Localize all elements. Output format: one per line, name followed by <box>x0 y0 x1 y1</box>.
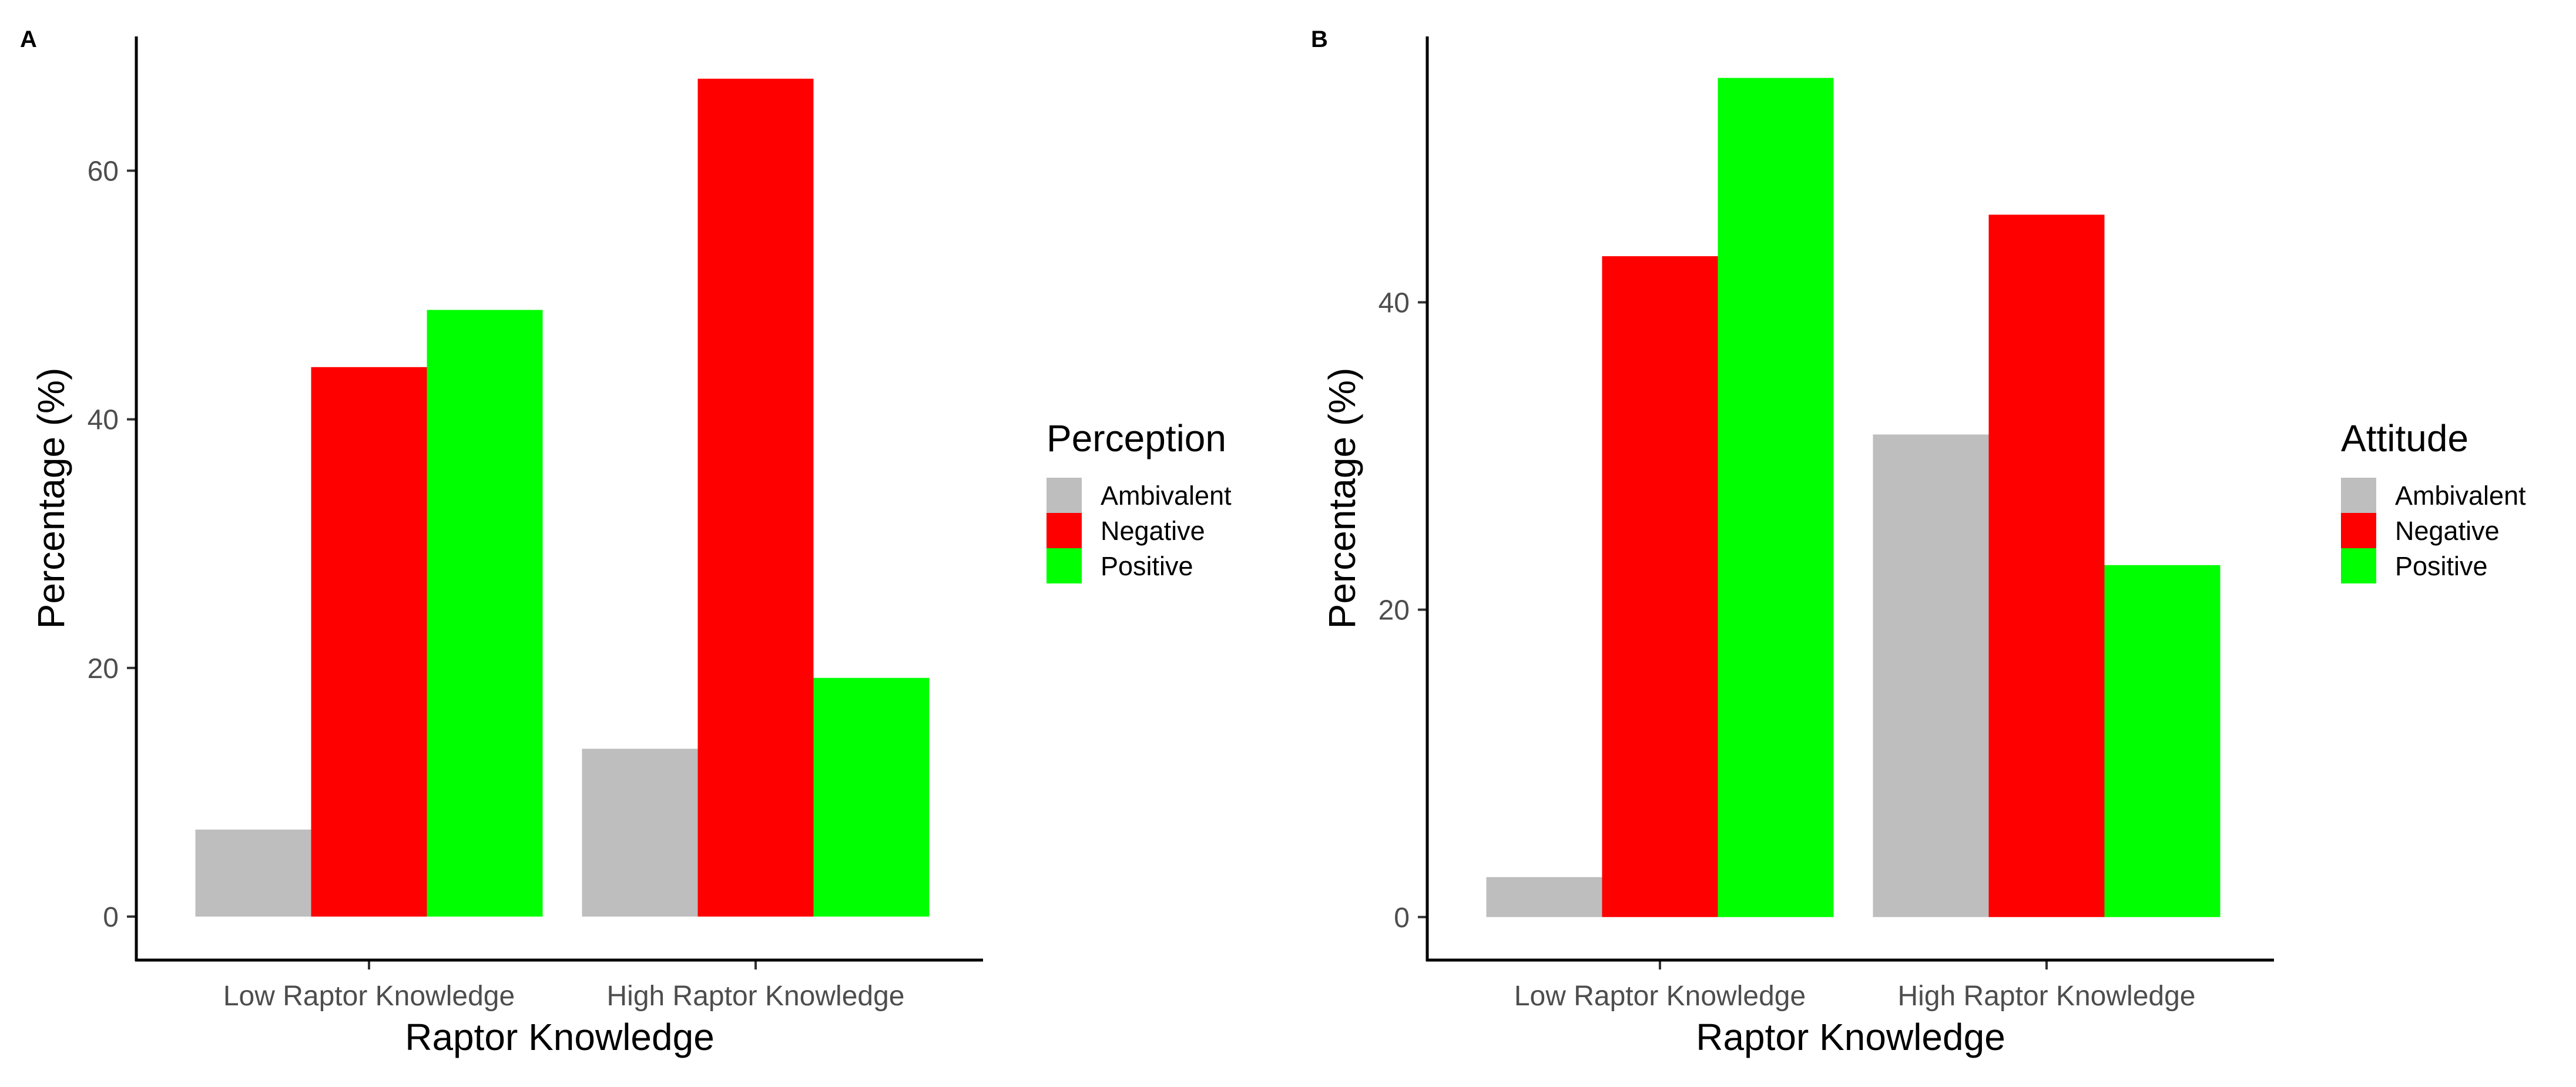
panel-a-legend-label-positive: Positive <box>1101 551 1193 581</box>
panel-b-y-axis-label: Percentage (%) <box>1321 368 1363 629</box>
panel-b: B 0 20 40 Low Raptor Knowledge High Raptor … <box>1311 26 2526 1058</box>
panel-a-legend-label-negative: Negative <box>1101 516 1205 546</box>
panel-b-x-tick-label: Low Raptor Knowledge <box>1514 981 1806 1012</box>
panel-a-legend: Perception Ambivalent Negative Positive <box>1046 417 1232 583</box>
panel-a-y-axis-label: Percentage (%) <box>30 368 72 629</box>
panel-b-y-ticks: 0 20 40 <box>1378 288 1427 934</box>
panel-b-bar-positive-high <box>2104 565 2221 917</box>
panel-b-legend-key-ambivalent <box>2341 478 2376 513</box>
panel-a-bar-negative-high <box>697 78 814 917</box>
panel-b-x-ticks: Low Raptor Knowledge High Raptor Knowledg… <box>1514 960 2196 1012</box>
panel-a-y-tick-label: 60 <box>88 156 119 187</box>
panel-a-legend-key-positive <box>1046 548 1082 583</box>
panel-a-y-tick-label: 0 <box>103 902 119 933</box>
panel-a-x-tick-label: High Raptor Knowledge <box>607 981 905 1012</box>
panel-a-y-tick-label: 40 <box>88 405 119 436</box>
panel-a-legend-key-negative <box>1046 513 1082 548</box>
panel-a-x-axis-label: Raptor Knowledge <box>405 1016 715 1058</box>
panel-b-bar-positive-low <box>1718 78 1834 917</box>
panel-b-legend-label-negative: Negative <box>2395 516 2500 546</box>
panel-b-bar-ambivalent-low <box>1486 877 1602 917</box>
panel-a-x-tick-label: Low Raptor Knowledge <box>223 981 515 1012</box>
panel-label-a: A <box>20 26 37 52</box>
panel-a-bar-ambivalent-high <box>582 749 698 917</box>
panel-b-bars <box>1486 78 2221 917</box>
panel-a-bar-ambivalent-low <box>195 829 311 917</box>
panel-b-legend-key-positive <box>2341 548 2376 583</box>
panel-b-legend-title: Attitude <box>2341 417 2468 459</box>
panel-a-bar-negative-low <box>311 367 427 917</box>
panel-a-y-ticks: 0 20 40 60 <box>88 156 136 933</box>
panel-b-y-tick-label: 0 <box>1394 903 1410 934</box>
panel-b-legend-key-negative <box>2341 513 2376 548</box>
panel-b-legend-label-positive: Positive <box>2395 551 2488 581</box>
panel-a-bar-positive-low <box>427 310 543 917</box>
panel-a-legend-items: Ambivalent Negative Positive <box>1046 478 1232 583</box>
panel-b-y-tick-label: 40 <box>1378 288 1410 319</box>
panel-b-bar-negative-low <box>1602 256 1718 917</box>
panel-a-legend-label-ambivalent: Ambivalent <box>1101 481 1232 511</box>
panel-a-x-ticks: Low Raptor Knowledge High Raptor Knowledg… <box>223 960 905 1012</box>
panel-label-b: B <box>1311 26 1328 52</box>
panel-a: A 0 20 40 60 Low Raptor Knowledge High Rapto… <box>20 26 1232 1058</box>
panel-b-y-tick-label: 20 <box>1378 595 1410 626</box>
panel-b-legend-items: Ambivalent Negative Positive <box>2341 478 2526 583</box>
panel-a-bar-positive-high <box>813 677 930 917</box>
panel-b-x-axis-label: Raptor Knowledge <box>1696 1016 2005 1058</box>
panel-b-legend: Attitude Ambivalent Negative Positive <box>2341 417 2526 583</box>
panel-a-bars <box>195 78 930 917</box>
panel-b-bar-ambivalent-high <box>1873 434 1989 917</box>
panel-a-y-tick-label: 20 <box>88 653 119 685</box>
panel-b-bar-negative-high <box>1988 214 2105 917</box>
panel-b-legend-label-ambivalent: Ambivalent <box>2395 481 2526 511</box>
panel-b-x-tick-label: High Raptor Knowledge <box>1898 981 2196 1012</box>
panel-a-legend-key-ambivalent <box>1046 478 1082 513</box>
panel-a-legend-title: Perception <box>1046 417 1226 459</box>
